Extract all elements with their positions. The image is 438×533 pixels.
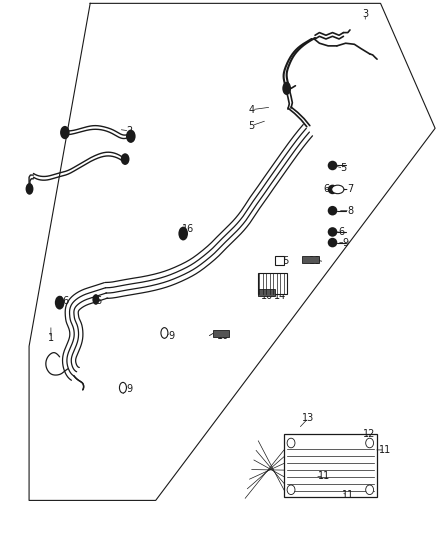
Text: 11: 11 bbox=[342, 490, 354, 500]
Ellipse shape bbox=[283, 82, 291, 95]
Circle shape bbox=[366, 438, 374, 448]
Ellipse shape bbox=[161, 328, 168, 338]
Circle shape bbox=[287, 485, 295, 495]
Text: 3: 3 bbox=[362, 9, 368, 19]
Text: 11: 11 bbox=[379, 445, 391, 455]
Polygon shape bbox=[29, 3, 435, 500]
Ellipse shape bbox=[178, 227, 188, 240]
Text: 6: 6 bbox=[338, 227, 344, 237]
Text: 5: 5 bbox=[249, 120, 255, 131]
Ellipse shape bbox=[328, 206, 337, 215]
Bar bbox=[275, 256, 285, 265]
Ellipse shape bbox=[60, 126, 70, 139]
Bar bbox=[258, 273, 287, 294]
Text: 13: 13 bbox=[302, 413, 314, 423]
Text: 1: 1 bbox=[48, 333, 54, 343]
Ellipse shape bbox=[121, 154, 130, 165]
Ellipse shape bbox=[25, 183, 33, 195]
Text: 16: 16 bbox=[182, 224, 194, 235]
Text: 12: 12 bbox=[364, 429, 376, 439]
FancyBboxPatch shape bbox=[284, 434, 377, 497]
Text: 10: 10 bbox=[261, 290, 273, 301]
Text: 9: 9 bbox=[127, 384, 133, 394]
Text: 15: 15 bbox=[278, 256, 291, 266]
Ellipse shape bbox=[328, 184, 337, 194]
Text: 6: 6 bbox=[323, 184, 329, 195]
Ellipse shape bbox=[328, 161, 337, 170]
Text: 11: 11 bbox=[318, 472, 330, 481]
Text: 6: 6 bbox=[96, 296, 102, 306]
Bar bbox=[213, 330, 230, 337]
Ellipse shape bbox=[328, 227, 337, 237]
Text: 10: 10 bbox=[309, 256, 321, 266]
Text: 2: 2 bbox=[127, 126, 133, 136]
Ellipse shape bbox=[328, 238, 337, 247]
Ellipse shape bbox=[126, 130, 136, 143]
Ellipse shape bbox=[92, 294, 99, 305]
Text: 14: 14 bbox=[274, 290, 286, 301]
Circle shape bbox=[366, 485, 374, 495]
Ellipse shape bbox=[120, 382, 127, 393]
Text: 9: 9 bbox=[168, 330, 174, 341]
Text: 16: 16 bbox=[58, 296, 70, 306]
Text: 10: 10 bbox=[217, 330, 230, 341]
Text: 8: 8 bbox=[347, 206, 353, 216]
Text: 4: 4 bbox=[249, 104, 255, 115]
Text: 7: 7 bbox=[347, 184, 353, 195]
Bar bbox=[302, 256, 319, 263]
Ellipse shape bbox=[332, 185, 344, 193]
Circle shape bbox=[287, 438, 295, 448]
Ellipse shape bbox=[55, 296, 64, 310]
Text: 5: 5 bbox=[340, 163, 346, 173]
Text: 9: 9 bbox=[343, 238, 349, 247]
Bar bbox=[258, 289, 275, 296]
